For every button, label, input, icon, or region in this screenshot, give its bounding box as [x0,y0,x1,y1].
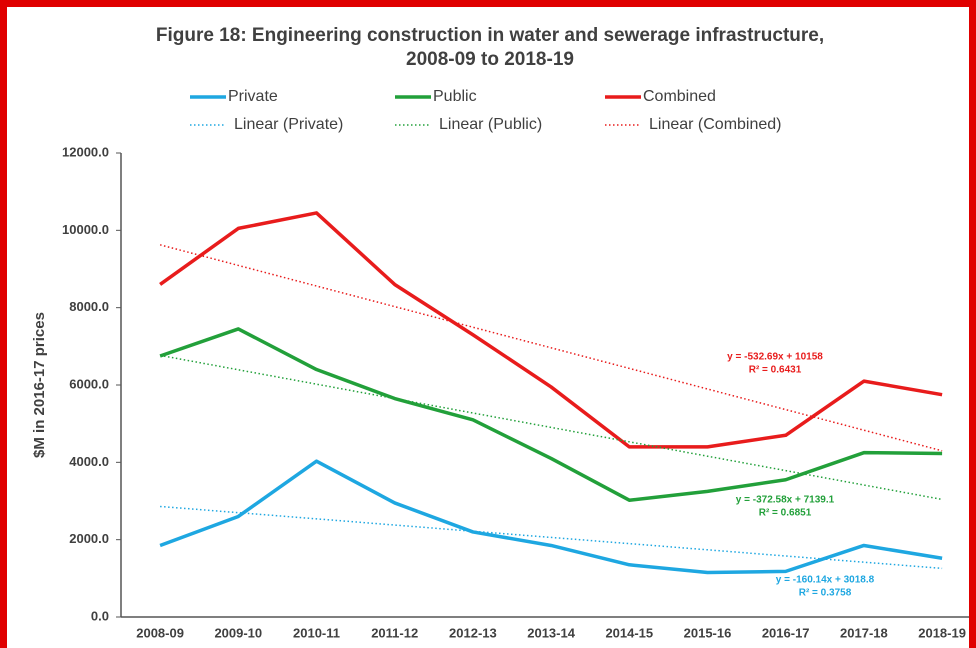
series-line [159,327,943,502]
x-tick-label: 2010-11 [293,625,340,640]
x-tick-label: 2012-13 [449,625,497,640]
trend-line [159,354,943,501]
y-tick-label: 6000.0 [69,376,109,391]
trend-equation: y = -160.14x + 3018.8 [776,575,875,586]
x-tick-label: 2014-15 [605,625,653,640]
trend-line [160,505,943,570]
y-axis-label: $M in 2016-17 prices [31,312,48,458]
x-tick-label: 2018-19 [918,625,966,640]
y-tick-label: 10000.0 [62,222,109,237]
legend-label: Public [433,88,477,105]
legend-label: Linear (Private) [234,116,343,133]
y-tick-label: 2000.0 [69,531,109,546]
x-tick-label: 2015-16 [684,625,732,640]
x-tick-label: 2009-10 [214,625,262,640]
legend-label: Combined [643,88,716,105]
y-tick-label: 12000.0 [62,144,109,159]
y-tick-label: 4000.0 [69,454,109,469]
legend-label: Private [228,88,278,105]
y-tick-label: 0.0 [91,608,109,623]
legend-label: Linear (Combined) [649,116,782,133]
legend-label: Linear (Public) [439,116,542,133]
trend-equation: y = -532.69x + 10158 [727,352,823,363]
trend-equation: R² = 0.6851 [759,508,812,519]
x-tick-label: 2013-14 [527,625,575,640]
chart-title: 2008-09 to 2018-19 [406,49,574,70]
series-line [159,459,943,575]
x-tick-label: 2011-12 [371,625,418,640]
x-tick-label: 2008-09 [136,625,184,640]
x-tick-label: 2016-17 [762,625,810,640]
x-tick-label: 2017-18 [840,625,888,640]
chart-title: Figure 18: Engineering construction in w… [156,25,824,46]
series-line [159,211,943,449]
trend-line [159,244,943,452]
y-tick-label: 8000.0 [69,299,109,314]
trend-equation: y = -372.58x + 7139.1 [736,495,835,506]
trend-equation: R² = 0.3758 [799,588,852,599]
trend-equation: R² = 0.6431 [749,365,802,376]
